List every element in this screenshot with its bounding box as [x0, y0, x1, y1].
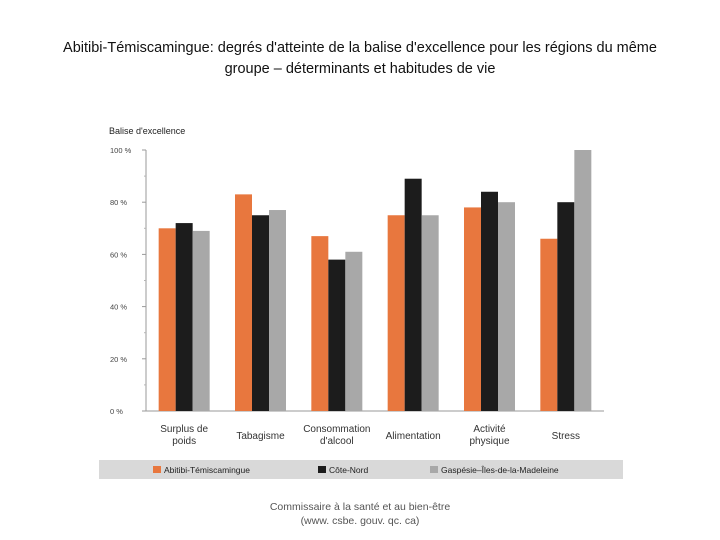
y-tick-label: 80 %: [110, 198, 127, 207]
y-tick-label: 100 %: [110, 146, 132, 155]
footer-line-1: Commissaire à la santé et au bien-être: [269, 501, 451, 513]
y-tick-label: 40 %: [110, 303, 127, 312]
category-label: Stress: [552, 431, 580, 442]
legend-label: Abitibi-Témiscamingue: [164, 465, 250, 475]
y-tick-label: 0 %: [110, 407, 123, 416]
legend: Abitibi-Témiscamingue Côte-Nord Gaspésie–Î…: [99, 460, 623, 479]
source-footer: Commissaire à la santé et au bien-être (…: [160, 500, 560, 528]
legend-label: Côte-Nord: [329, 465, 368, 475]
category-label: physique: [469, 436, 509, 447]
bar: [252, 215, 269, 411]
bar: [269, 210, 286, 411]
y-tick-label: 60 %: [110, 250, 127, 259]
bar: [235, 194, 252, 411]
bar: [498, 202, 515, 411]
legend-swatch: [318, 466, 326, 473]
category-label: Tabagisme: [236, 431, 285, 442]
legend-background: [99, 460, 623, 479]
bar: [192, 230, 210, 411]
legend-swatch: [430, 466, 438, 473]
bar: [574, 150, 592, 411]
category-label: Alimentation: [386, 431, 441, 442]
bar: [421, 215, 439, 411]
category-label: poids: [172, 436, 196, 447]
category-label: Surplus de: [160, 424, 208, 435]
y-axis: Balise d'excellence 0 % 20 % 40 % 60 % 80 % 10…: [109, 126, 604, 416]
category-label: d'alcool: [320, 436, 354, 447]
bar: [540, 238, 558, 411]
bar: [387, 215, 405, 411]
bar: [175, 223, 193, 411]
bar: [311, 236, 329, 411]
bar: [464, 207, 481, 411]
bar: [404, 178, 422, 411]
category-label: Consommation: [303, 424, 370, 435]
bars: [158, 150, 592, 411]
y-axis-title: Balise d'excellence: [109, 126, 185, 136]
slide-title: Abitibi-Témiscamingue: degrés d'atteinte…: [40, 38, 680, 80]
category-label: Activité: [473, 424, 506, 435]
y-tick-label: 20 %: [110, 355, 127, 364]
legend-label: Gaspésie–Îles-de-la-Madeleine: [441, 465, 559, 475]
title-line-1: Abitibi-Témiscamingue: degrés d'atteinte…: [63, 40, 657, 56]
bar: [158, 228, 176, 411]
legend-swatch: [153, 466, 161, 473]
title-line-2: groupe – déterminants et habitudes de vi…: [224, 61, 496, 77]
bar: [481, 191, 498, 411]
bar: [557, 202, 575, 411]
bar: [328, 259, 346, 411]
footer-line-2: (www. csbe. gouv. qc. ca): [300, 515, 420, 527]
bar: [345, 251, 363, 411]
